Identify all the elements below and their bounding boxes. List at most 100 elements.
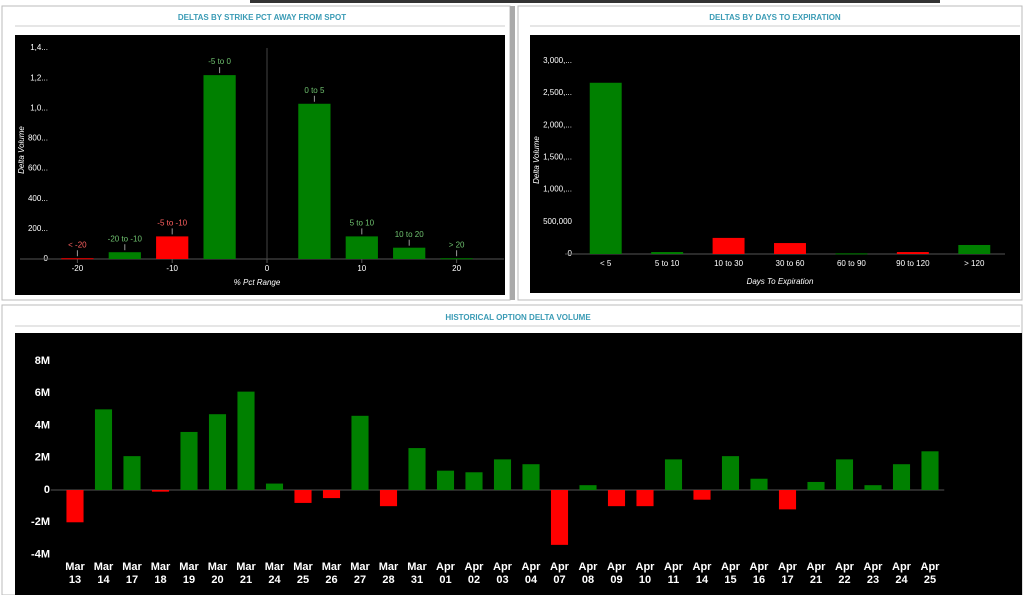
x-tick-label: Mar 26 xyxy=(322,561,342,586)
x-tick-label: 10 xyxy=(357,264,366,273)
x-tick-label: Mar 19 xyxy=(179,561,199,586)
y-tick-label: 6M xyxy=(35,387,50,399)
bar-label: 0 to 5 xyxy=(304,86,325,95)
bar xyxy=(493,459,512,491)
bar xyxy=(636,490,654,507)
x-tick-label: Apr 04 xyxy=(522,561,542,586)
bar-label: 10 to 20 xyxy=(395,230,424,239)
panel-shadow xyxy=(510,6,515,300)
bar xyxy=(298,103,331,259)
x-tick-label: Apr 24 xyxy=(892,561,912,586)
y-tick-label: -4M xyxy=(31,548,50,560)
bar-label: 5 to 10 xyxy=(350,219,375,228)
chart-title: DELTAS BY DAYS TO EXPIRATION xyxy=(709,13,841,22)
bar xyxy=(393,247,426,259)
x-tick-label: Mar 28 xyxy=(379,561,399,586)
y-tick-label: 1,2... xyxy=(30,73,48,82)
bar xyxy=(322,490,341,499)
bar xyxy=(807,481,825,491)
x-tick-label: Mar 13 xyxy=(65,561,85,586)
x-tick-label: Mar 27 xyxy=(350,561,370,586)
x-tick-label: Apr 10 xyxy=(636,561,656,586)
x-tick-label: Apr 02 xyxy=(465,561,485,586)
bar xyxy=(156,236,189,259)
chart-title: DELTAS BY STRIKE PCT AWAY FROM SPOT xyxy=(178,13,346,22)
y-tick-label: 500,000 xyxy=(543,217,572,226)
bar-label: -5 to -10 xyxy=(157,219,187,228)
bar xyxy=(896,252,929,254)
x-axis-label: Days To Expiration xyxy=(747,277,814,286)
bar xyxy=(607,490,626,507)
x-tick-label: 20 xyxy=(452,264,461,273)
bar-label: < -20 xyxy=(68,240,87,249)
y-tick-label: 2M xyxy=(35,452,50,464)
y-tick-label: 4M xyxy=(35,419,50,431)
bar xyxy=(774,243,806,254)
y-tick-label: 1,000,... xyxy=(543,185,572,194)
x-tick-label: Mar 20 xyxy=(208,561,228,586)
x-tick-label: -10 xyxy=(166,264,178,273)
x-tick-label: Mar 18 xyxy=(151,561,171,586)
bar xyxy=(958,244,991,254)
y-tick-label: 200... xyxy=(28,224,48,233)
bar-label: -20 to -10 xyxy=(108,234,143,243)
x-tick-label: Apr 25 xyxy=(921,561,941,586)
x-tick-label: 0 xyxy=(265,264,270,273)
bar xyxy=(664,459,683,491)
x-tick-label: Apr 22 xyxy=(835,561,855,586)
bar xyxy=(750,478,768,491)
y-tick-label: 8M xyxy=(35,355,50,367)
x-tick-label: Mar 24 xyxy=(265,561,285,586)
bar xyxy=(693,490,711,500)
bar xyxy=(579,485,597,491)
bar xyxy=(522,464,540,491)
bar xyxy=(345,236,378,259)
y-tick-label: 2,000,... xyxy=(543,120,572,129)
bar-label: > 20 xyxy=(449,240,465,249)
x-tick-label: Apr 14 xyxy=(693,561,713,586)
bar xyxy=(203,75,236,259)
x-tick-label: Apr 08 xyxy=(579,561,599,586)
x-tick-label: Mar 21 xyxy=(236,561,256,586)
x-tick-label: < 5 xyxy=(600,259,612,268)
x-tick-label: 10 to 30 xyxy=(714,259,743,268)
bar-label: -5 to 0 xyxy=(208,57,231,66)
x-tick-label: 90 to 120 xyxy=(896,259,930,268)
bar xyxy=(265,483,284,491)
y-tick-label: 1,4... xyxy=(30,43,48,52)
x-tick-label: -20 xyxy=(72,264,84,273)
bar xyxy=(237,391,255,491)
bar xyxy=(379,490,398,507)
bar xyxy=(440,258,473,260)
x-tick-label: Apr 23 xyxy=(864,561,884,586)
y-tick-label: 1,500,... xyxy=(543,153,572,162)
bar xyxy=(864,485,882,491)
y-tick-label: 0 xyxy=(44,484,50,496)
x-tick-label: Apr 16 xyxy=(750,561,770,586)
x-tick-label: Apr 11 xyxy=(664,561,684,586)
x-tick-label: Apr 09 xyxy=(607,561,627,586)
x-tick-label: Apr 15 xyxy=(721,561,741,586)
bar xyxy=(108,252,141,259)
y-tick-label: 400... xyxy=(28,194,48,203)
x-tick-label: 5 to 10 xyxy=(655,259,680,268)
y-axis-label: Delta Volume xyxy=(532,136,541,184)
bar xyxy=(408,448,426,491)
bar xyxy=(778,490,797,510)
y-tick-label: -2M xyxy=(31,516,50,528)
bar xyxy=(550,490,569,545)
y-tick-label: 1,0... xyxy=(30,103,48,112)
bar xyxy=(921,451,939,491)
x-tick-label: Mar 14 xyxy=(94,561,114,586)
x-tick-label: > 120 xyxy=(964,259,985,268)
x-tick-label: Apr 07 xyxy=(550,561,570,586)
bar xyxy=(180,431,198,491)
plot-area xyxy=(15,35,505,295)
plot-area xyxy=(15,333,1022,595)
bar xyxy=(66,490,84,523)
y-tick-label: 600... xyxy=(28,164,48,173)
bar xyxy=(835,459,854,491)
y-axis-label: Delta Volume xyxy=(17,126,26,174)
y-tick-label: 2,500,... xyxy=(543,88,572,97)
